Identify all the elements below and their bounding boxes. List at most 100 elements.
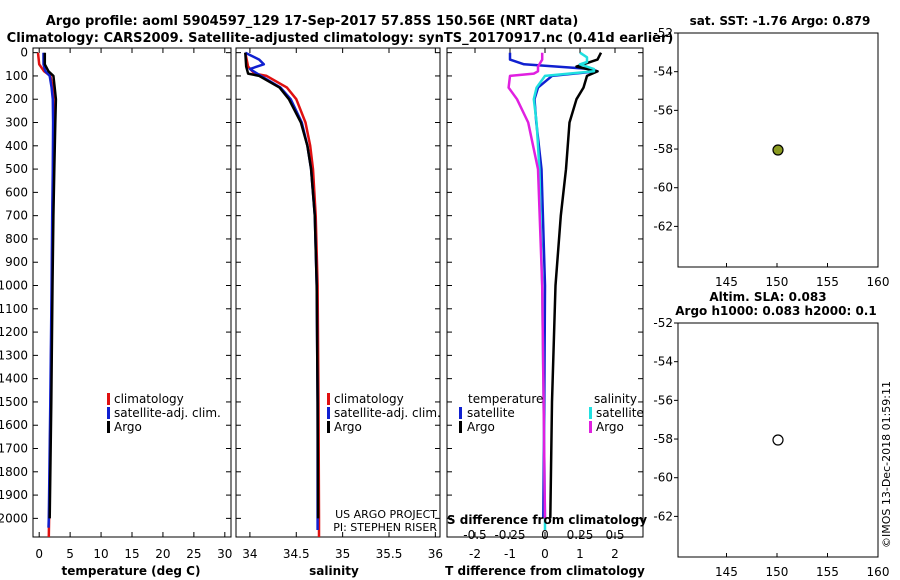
salinity-tick-label: 35	[335, 547, 350, 561]
sst-map-title: sat. SST: -1.76 Argo: 0.879	[690, 14, 871, 28]
s-difference-label: S difference from climatology	[447, 513, 647, 527]
legend-head-salinity: salinity	[594, 392, 637, 406]
depth-tick-label: 1500	[0, 395, 28, 409]
difference-tick-label: 2	[611, 547, 619, 561]
difference-s-tick-label: -0.25	[494, 528, 525, 542]
temperature-tick-label: 5	[66, 547, 74, 561]
difference-tick-label: -1	[504, 547, 516, 561]
sla-map-title1: Altim. SLA: 0.083	[709, 290, 826, 304]
map-lat-tick-label: -62	[653, 219, 673, 233]
figure-title-line1: Argo profile: aoml 5904597_129 17-Sep-20…	[46, 14, 579, 29]
map-lat-tick-label: -60	[653, 471, 673, 485]
map-lon-tick-label: 145	[715, 565, 738, 579]
legend-swatch-argo	[327, 421, 330, 433]
depth-tick-label: 1400	[0, 372, 28, 386]
map-lat-tick-label: -62	[653, 509, 673, 523]
legend-head-temperature: temperature	[468, 392, 543, 406]
map-lon-tick-label: 160	[867, 565, 890, 579]
depth-tick-label: 1600	[0, 418, 28, 432]
sst-map: -52 -54 -56 -58 -60 -62 145 150 155 160	[653, 26, 889, 289]
map-lat-tick-label: -54	[653, 65, 673, 79]
difference-tick-label: -2	[469, 547, 481, 561]
difference-xlabel: T difference from climatology	[445, 564, 645, 578]
map-lon-tick-label: 150	[766, 565, 789, 579]
map-lon-tick-label: 160	[867, 275, 890, 289]
difference-legend: temperature salinity satellite Argo sate…	[459, 392, 644, 434]
difference-s-tick-label: 0	[541, 528, 549, 542]
map-lat-tick-label: -60	[653, 181, 673, 195]
series-salinity-profile-argo	[244, 52, 320, 519]
depth-tick-label: 1900	[0, 488, 28, 502]
series-salinity-profile-climatology	[244, 52, 321, 537]
temperature-tick-label: 10	[93, 547, 108, 561]
map-lon-tick-label: 150	[766, 275, 789, 289]
temperature-tick-label: 0	[35, 547, 43, 561]
legend-label-satellite: satellite-adj. clim.	[114, 406, 221, 420]
credit-project: US ARGO PROJECT	[335, 508, 437, 521]
depth-tick-label: 900	[5, 255, 28, 269]
depth-tick-label: 1100	[0, 302, 28, 316]
legend-swatch-argo	[107, 421, 110, 433]
sla-map: -52 -54 -56 -58 -60 -62 145 150 155 160	[653, 316, 889, 579]
argo-position-marker	[772, 144, 784, 156]
legend-swatch-sal-argo	[589, 421, 592, 433]
salinity-tick-label: 36	[428, 547, 443, 561]
legend-swatch-temp-argo	[459, 421, 462, 433]
depth-tick-label: 1000	[0, 279, 28, 293]
legend-label-temp-argo: Argo	[467, 420, 495, 434]
depth-tick-label: 500	[5, 162, 28, 176]
legend-swatch-climatology	[327, 393, 330, 405]
imos-watermark: ©IMOS 13-Dec-2018 01:59:11	[880, 381, 893, 548]
depth-tick-label: 200	[5, 92, 28, 106]
temperature-tick-label: 30	[217, 547, 232, 561]
map-lon-tick-label: 155	[816, 275, 839, 289]
depth-tick-label: 1700	[0, 442, 28, 456]
depth-tick-label: 300	[5, 116, 28, 130]
argo-position-marker	[772, 434, 784, 446]
legend-swatch-sal-satellite	[589, 407, 592, 419]
map-lon-tick-label: 145	[715, 275, 738, 289]
sla-map-frame	[677, 322, 879, 558]
legend-label-sal-satellite: satellite	[596, 406, 644, 420]
depth-tick-label: 1300	[0, 348, 28, 362]
legend-label-argo: Argo	[334, 420, 362, 434]
difference-s-tick-label: -0.5	[463, 528, 486, 542]
salinity-tick-group: 34 34.5 35 35.5 36	[242, 48, 443, 561]
depth-tick-label: 2000	[0, 511, 28, 525]
temperature-tick-group: 0 5 10 15 20 25 30	[35, 48, 232, 561]
map-lon-tick-label: 155	[816, 565, 839, 579]
legend-swatch-climatology	[107, 393, 110, 405]
map-lat-tick-label: -56	[653, 103, 673, 117]
depth-tick-label: 1800	[0, 465, 28, 479]
difference-tick-label: 1	[576, 547, 584, 561]
temperature-tick-label: 25	[186, 547, 201, 561]
difference-s-tick-label: 0.25	[567, 528, 594, 542]
series-difference-from-climatology-temperature-satellite	[508, 52, 599, 519]
difference-tick-group: -2 -1 0 1 2 -0.5 -0.25 0 0.25 0.5	[463, 48, 625, 561]
depth-tick-label: 400	[5, 139, 28, 153]
profile-series-layer	[36, 51, 603, 538]
temperature-xlabel: temperature (deg C)	[62, 564, 201, 578]
legend-label-argo: Argo	[114, 420, 142, 434]
temperature-panel-frame	[32, 47, 232, 538]
map-lat-tick-label: -56	[653, 393, 673, 407]
series-temperature-profile-argo	[43, 52, 58, 519]
legend-label-sal-argo: Argo	[596, 420, 624, 434]
depth-tick-label: 600	[5, 185, 28, 199]
depth-tick-label: 800	[5, 232, 28, 246]
legend-label-satellite: satellite-adj. clim.	[334, 406, 441, 420]
legend-swatch-satellite	[327, 407, 330, 419]
map-lat-tick-label: -54	[653, 355, 673, 369]
legend-label-climatology: climatology	[114, 392, 184, 406]
temperature-tick-label: 15	[124, 547, 139, 561]
salinity-xlabel: salinity	[309, 564, 359, 578]
legend-swatch-temp-satellite	[459, 407, 462, 419]
figure-title-line2: Climatology: CARS2009. Satellite-adjuste…	[7, 31, 674, 46]
depth-tick-label: 100	[5, 69, 28, 83]
map-lat-tick-label: -52	[653, 316, 673, 330]
depth-tick-label: 1200	[0, 325, 28, 339]
credit-pi: PI: STEPHEN RISER	[333, 521, 437, 534]
map-lat-tick-label: -58	[653, 432, 673, 446]
series-difference-from-climatology-salinity-argo	[507, 52, 547, 519]
